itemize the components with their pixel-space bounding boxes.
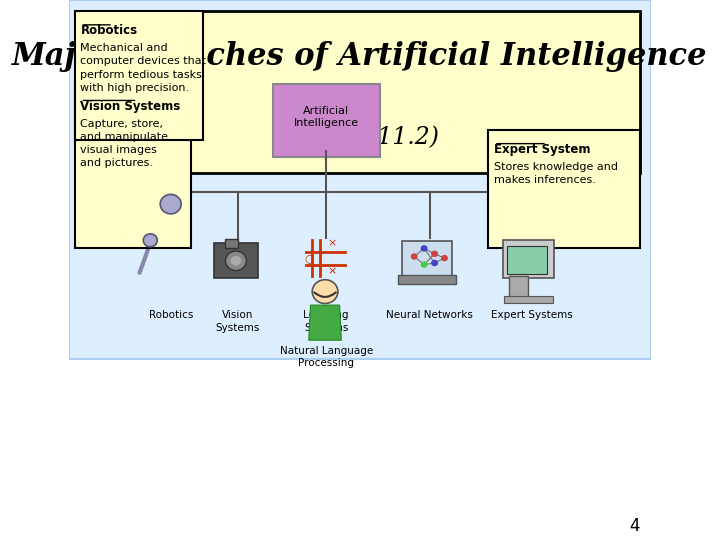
Text: Neural Networks: Neural Networks <box>387 310 473 321</box>
Text: Expert System: Expert System <box>494 143 590 156</box>
Text: ○: ○ <box>305 253 314 263</box>
Text: Robotics: Robotics <box>81 24 138 37</box>
Text: ×: × <box>328 238 337 248</box>
Text: Mechanical and
computer devices that
perform tedious tasks
with high precision.: Mechanical and computer devices that per… <box>81 43 207 93</box>
Text: 4: 4 <box>629 517 639 535</box>
Circle shape <box>410 253 418 260</box>
Circle shape <box>420 245 428 252</box>
FancyBboxPatch shape <box>398 275 456 284</box>
FancyBboxPatch shape <box>273 84 380 157</box>
Text: Vision
Systems: Vision Systems <box>215 310 260 333</box>
Circle shape <box>441 255 448 261</box>
FancyBboxPatch shape <box>503 240 554 278</box>
Text: Robotics: Robotics <box>148 310 193 321</box>
Circle shape <box>431 251 438 257</box>
Text: Vision Systems: Vision Systems <box>81 100 181 113</box>
Circle shape <box>225 251 246 271</box>
Bar <box>68 0 652 359</box>
Circle shape <box>312 280 338 303</box>
Circle shape <box>230 256 241 266</box>
FancyBboxPatch shape <box>507 246 547 274</box>
Text: (Figure 11.2): (Figure 11.2) <box>281 126 439 150</box>
Polygon shape <box>309 305 341 340</box>
FancyBboxPatch shape <box>75 11 203 140</box>
Circle shape <box>431 260 438 266</box>
FancyBboxPatch shape <box>488 130 639 248</box>
FancyBboxPatch shape <box>504 296 553 303</box>
Text: Natural Language
Processing: Natural Language Processing <box>279 346 373 368</box>
Text: Learning
Systems: Learning Systems <box>303 310 349 333</box>
Text: ×: × <box>328 266 337 276</box>
FancyBboxPatch shape <box>215 243 258 278</box>
Text: Major Branches of Artificial Intelligence: Major Branches of Artificial Intelligenc… <box>12 41 708 72</box>
Text: Expert Systems: Expert Systems <box>491 310 572 321</box>
FancyBboxPatch shape <box>81 11 639 173</box>
Text: Stores knowledge and
makes inferences.: Stores knowledge and makes inferences. <box>494 162 618 185</box>
Text: Artificial
Intelligence: Artificial Intelligence <box>294 106 359 129</box>
FancyBboxPatch shape <box>225 239 238 248</box>
FancyBboxPatch shape <box>75 86 191 248</box>
Circle shape <box>143 234 157 247</box>
Text: Capture, store,
and manipulate
visual images
and pictures.: Capture, store, and manipulate visual im… <box>81 119 168 168</box>
Circle shape <box>420 261 428 268</box>
FancyBboxPatch shape <box>402 241 452 280</box>
Circle shape <box>161 194 181 214</box>
FancyBboxPatch shape <box>509 276 528 299</box>
